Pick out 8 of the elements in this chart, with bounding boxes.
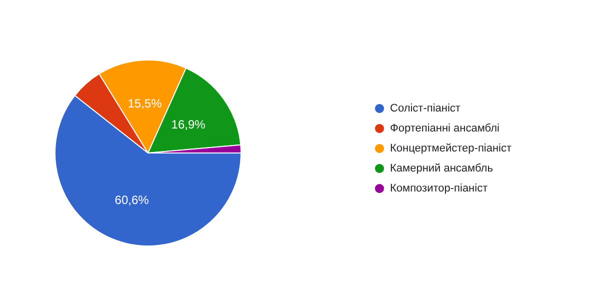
legend-label: Композитор-піаніст [390,182,488,194]
legend-label: Фортепіанні ансамблі [390,122,500,134]
legend-label: Соліст-піаніст [390,102,460,114]
legend-label: Концертмейстер-піаніст [390,142,512,154]
data-label: 60,6% [114,192,150,207]
legend-label: Камерний ансамбль [390,162,494,174]
data-label: 16,9% [171,117,206,132]
data-label: 15,5% [128,96,162,111]
